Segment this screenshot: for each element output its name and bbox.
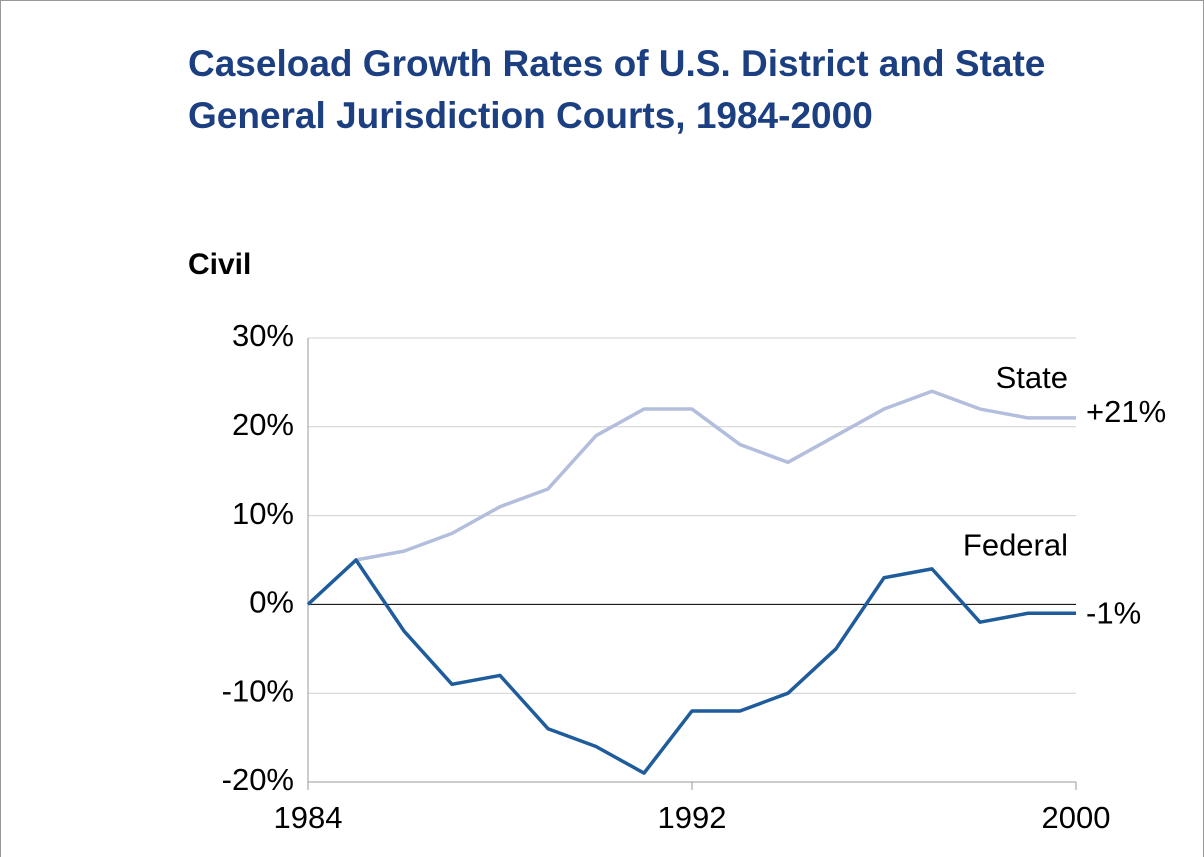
- x-tick-label: 1992: [658, 800, 727, 835]
- series-label: State: [996, 360, 1068, 395]
- series-line: [306, 558, 1076, 775]
- y-tick-label: 30%: [232, 318, 294, 353]
- series-line: [306, 389, 1076, 606]
- y-tick-label: 10%: [232, 496, 294, 531]
- y-tick-label: 0%: [249, 585, 294, 620]
- x-tick-label: 1984: [274, 800, 343, 835]
- x-tick-label: 2000: [1042, 800, 1111, 835]
- end-label: -1%: [1086, 595, 1141, 630]
- chart-title: Caseload Growth Rates of U.S. District a…: [188, 43, 1046, 136]
- y-tick-label: -20%: [222, 762, 294, 797]
- end-label: +21%: [1086, 394, 1166, 429]
- series-label: Federal: [963, 527, 1068, 562]
- y-tick-label: -10%: [222, 673, 294, 708]
- chart-subtitle: Civil: [188, 248, 252, 281]
- y-tick-label: 20%: [232, 407, 294, 442]
